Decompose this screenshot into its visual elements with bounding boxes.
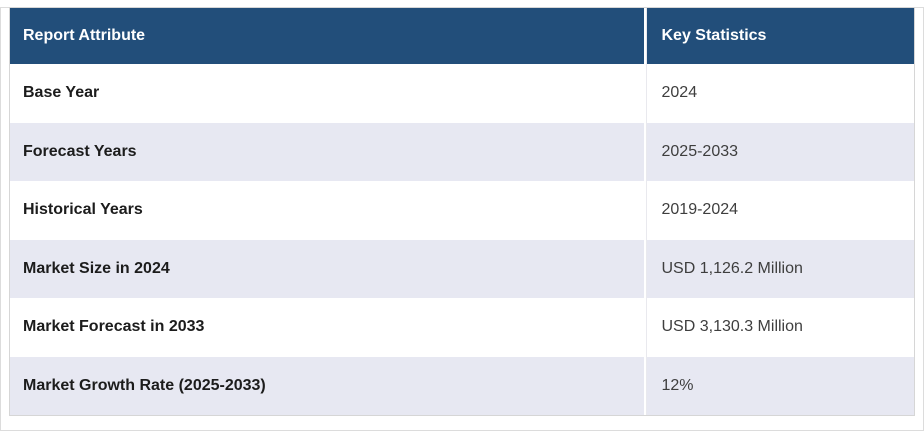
value-cell: USD 3,130.3 Million [645,298,914,357]
attribute-cell: Market Size in 2024 [10,239,646,298]
table-row: Market Size in 2024 USD 1,126.2 Million [10,239,914,298]
attribute-cell: Historical Years [10,181,646,240]
table-header-row: Report Attribute Key Statistics [10,8,914,64]
page: { "table": { "columns": [ { "label": "Re… [0,7,924,431]
value-cell: 2025-2033 [645,122,914,181]
column-header-report-attribute: Report Attribute [10,8,646,64]
attribute-cell: Base Year [10,64,646,123]
table-row: Market Forecast in 2033 USD 3,130.3 Mill… [10,298,914,357]
attribute-cell: Market Growth Rate (2025-2033) [10,356,646,415]
value-cell: 2024 [645,64,914,123]
value-cell: 2019-2024 [645,181,914,240]
column-header-key-statistics: Key Statistics [645,8,914,64]
value-cell: USD 1,126.2 Million [645,239,914,298]
table-row: Market Growth Rate (2025-2033) 12% [10,356,914,415]
table-body: Base Year 2024 Forecast Years 2025-2033 … [10,64,914,415]
attribute-cell: Forecast Years [10,122,646,181]
attribute-cell: Market Forecast in 2033 [10,298,646,357]
value-cell: 12% [645,356,914,415]
table-row: Historical Years 2019-2024 [10,181,914,240]
table-row: Forecast Years 2025-2033 [10,122,914,181]
report-statistics-table: Report Attribute Key Statistics Base Yea… [9,7,915,416]
table-row: Base Year 2024 [10,64,914,123]
